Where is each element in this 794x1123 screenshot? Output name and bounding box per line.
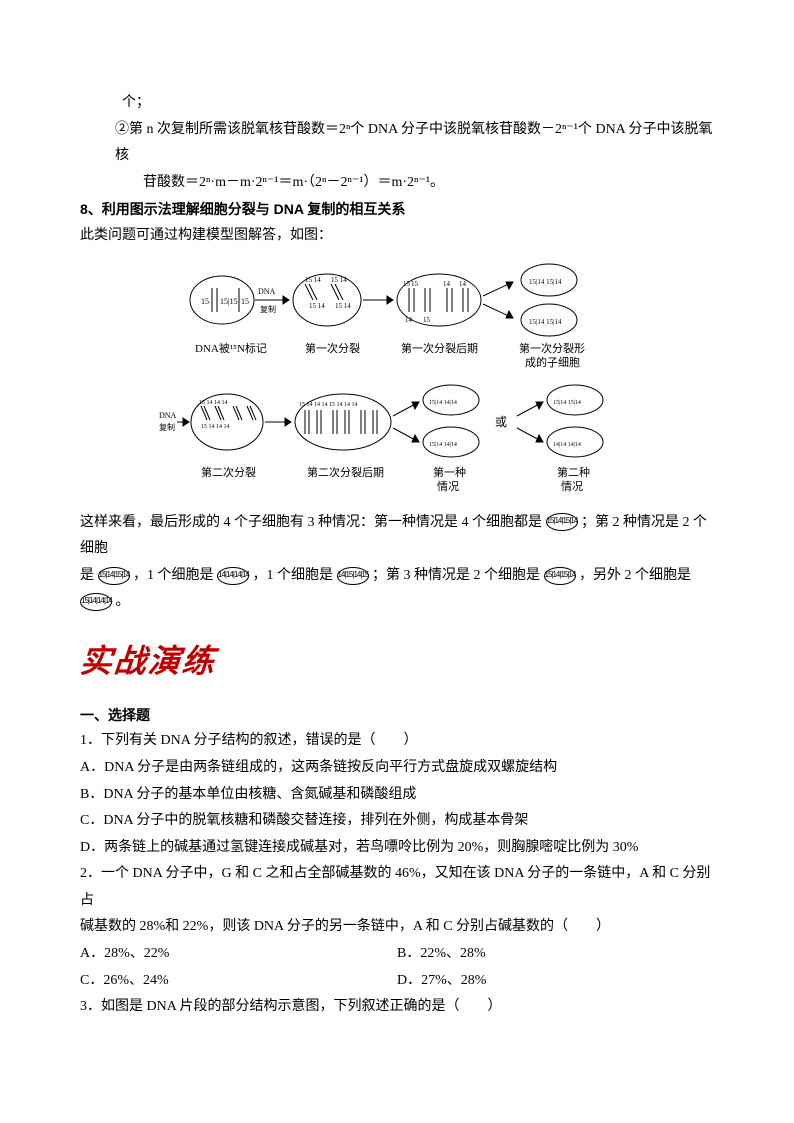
svg-text:15|14 15|14: 15|14 15|14 — [553, 400, 581, 406]
svg-text:DNA: DNA — [159, 411, 177, 420]
cell-icon-1514-c: 15|14|15|14 — [544, 567, 576, 585]
explain-line1: 这样来看，最后形成的 4 个子细胞有 3 种情况：第一种情况是 4 个细胞都是 … — [80, 510, 714, 563]
q2-option-a: A．28%、22% — [80, 941, 397, 968]
svg-text:15 14 14 14: 15 14 14 14 — [201, 424, 230, 430]
svg-text:成的子细胞: 成的子细胞 — [525, 355, 580, 369]
cell-icon-1514-b: 15|14|15|14 — [98, 567, 130, 585]
svg-text:15|14 14|14: 15|14 14|14 — [429, 442, 457, 448]
svg-text:15: 15 — [411, 280, 419, 288]
svg-text:14: 14 — [443, 280, 451, 288]
section1-title: 一、选择题 — [80, 702, 714, 729]
svg-text:15 14: 15 14 — [335, 302, 351, 310]
explain-line2: 是 15|14|15|14 ，1 个细胞是 14|14|14|14 ，1 个细胞… — [80, 563, 714, 616]
q2-stem2: 碱基数的 28%和 22%，则该 DNA 分子的另一条链中，A 和 C 分别占碱… — [80, 914, 714, 941]
svg-text:15 14 14 14 15 14 14 14: 15 14 14 14 15 14 14 14 — [299, 402, 358, 408]
cell-icon-1415: 14|15|14|15 — [337, 567, 369, 585]
svg-text:第二种: 第二种 — [557, 465, 590, 479]
q1-option-c: C．DNA 分子中的脱氧核糖和磷酸交替连接，排列在外侧，构成基本骨架 — [80, 808, 714, 835]
svg-text:15 14: 15 14 — [331, 276, 347, 284]
cell-icon-1414: 14|14|14|14 — [217, 567, 249, 585]
svg-text:15: 15 — [201, 297, 209, 306]
svg-text:14: 14 — [405, 316, 413, 324]
q2-stem1: 2．一个 DNA 分子中，G 和 C 之和占全部碱基数的 46%，又知在该 DN… — [80, 861, 714, 914]
q1-option-a: A．DNA 分子是由两条链组成的，这两条链按反向平行方式盘旋成双螺旋结构 — [80, 755, 714, 782]
svg-text:第一次分裂: 第一次分裂 — [305, 341, 360, 355]
svg-text:15|14 15|14: 15|14 15|14 — [529, 278, 562, 286]
svg-text:14: 14 — [459, 280, 467, 288]
diagram-1-svg: 15 15|15 15 DNA 复制 15 14 15 14 15 14 15 … — [177, 260, 617, 370]
diagram-2: DNA 复制 15 14 14 14 15 14 14 14 15 14 14 … — [80, 380, 714, 500]
svg-text:15|15: 15|15 — [220, 297, 238, 306]
explain-p1a: 这样来看，最后形成的 4 个子细胞有 3 种情况：第一种情况是 4 个细胞都是 — [80, 515, 546, 530]
svg-text:14|14 14|14: 14|14 14|14 — [553, 442, 581, 448]
q3-stem: 3．如图是 DNA 片段的部分结构示意图，下列叙述正确的是（ ） — [80, 994, 714, 1021]
svg-text:情况: 情况 — [561, 480, 583, 493]
explain-p2a: 是 — [80, 568, 98, 583]
explain-p2b: ，1 个细胞是 — [133, 568, 217, 583]
intro-text: 此类问题可通过构建模型图解答，如图： — [80, 223, 714, 250]
svg-text:15 14: 15 14 — [305, 276, 321, 284]
svg-text:15 14: 15 14 — [309, 302, 325, 310]
q2-options-row2: C．26%、24% D．27%、28% — [80, 968, 714, 995]
q2-options-row1: A．28%、22% B．22%、28% — [80, 941, 714, 968]
svg-text:15|14 14|14: 15|14 14|14 — [429, 400, 457, 406]
svg-text:第一次分裂后期: 第一次分裂后期 — [401, 341, 478, 355]
explain-p2e: ，另外 2 个细胞是 — [579, 568, 691, 583]
svg-text:复制: 复制 — [260, 304, 276, 314]
q1-stem: 1．下列有关 DNA 分子结构的叙述，错误的是（ ） — [80, 728, 714, 755]
svg-text:第二次分裂: 第二次分裂 — [201, 465, 256, 479]
cell-icon-1514-1414: 15|14|14|14 — [80, 593, 112, 611]
heading-8: 8、利用图示法理解细胞分裂与 DNA 复制的相互关系 — [80, 196, 714, 223]
svg-text:第一次分裂形: 第一次分裂形 — [519, 341, 585, 355]
svg-text:15: 15 — [403, 280, 411, 288]
svg-text:15: 15 — [241, 297, 249, 306]
explain-p2f: 。 — [116, 594, 130, 609]
svg-text:复制: 复制 — [159, 422, 175, 432]
top-line1: 个； — [80, 90, 714, 117]
svg-text:15: 15 — [423, 316, 431, 324]
q1-option-d: D．两条链上的碱基通过氢键连接成碱基对，若鸟嘌呤比例为 20%，则胸腺嘧啶比例为… — [80, 835, 714, 862]
top-line2: ②第 n 次复制所需该脱氧核苷酸数＝2ⁿ个 DNA 分子中该脱氧核苷酸数－2ⁿ⁻… — [80, 117, 714, 170]
explain-p2c: ，1 个细胞是 — [253, 568, 337, 583]
q1-option-b: B．DNA 分子的基本单位由核糖、含氮碱基和磷酸组成 — [80, 782, 714, 809]
svg-text:第二次分裂后期: 第二次分裂后期 — [307, 465, 384, 479]
q2-option-b: B．22%、28% — [397, 941, 714, 968]
q2-option-d: D．27%、28% — [397, 968, 714, 995]
svg-text:或: 或 — [495, 415, 507, 429]
diagram-1: 15 15|15 15 DNA 复制 15 14 15 14 15 14 15 … — [80, 260, 714, 370]
q2-option-c: C．26%、24% — [80, 968, 397, 995]
explain-p2d: ；第 3 种情况是 2 个细胞是 — [372, 568, 544, 583]
svg-text:DNA被¹⁵N标记: DNA被¹⁵N标记 — [195, 341, 267, 355]
diagram-2-svg: DNA 复制 15 14 14 14 15 14 14 14 15 14 14 … — [157, 380, 637, 500]
svg-text:第一种: 第一种 — [433, 465, 466, 479]
cell-icon-1514: 15|14|15|14 — [546, 513, 578, 531]
svg-text:15 14 14 14: 15 14 14 14 — [199, 400, 228, 406]
svg-text:15|14 15|14: 15|14 15|14 — [529, 318, 562, 326]
svg-text:DNA: DNA — [258, 287, 276, 296]
svg-text:情况: 情况 — [437, 480, 459, 493]
practice-heading: 实战演练 — [77, 631, 218, 692]
top-line3: 苷酸数＝2ⁿ·m－m·2ⁿ⁻¹＝m·（2ⁿ－2ⁿ⁻¹）＝m·2ⁿ⁻¹。 — [80, 170, 714, 197]
